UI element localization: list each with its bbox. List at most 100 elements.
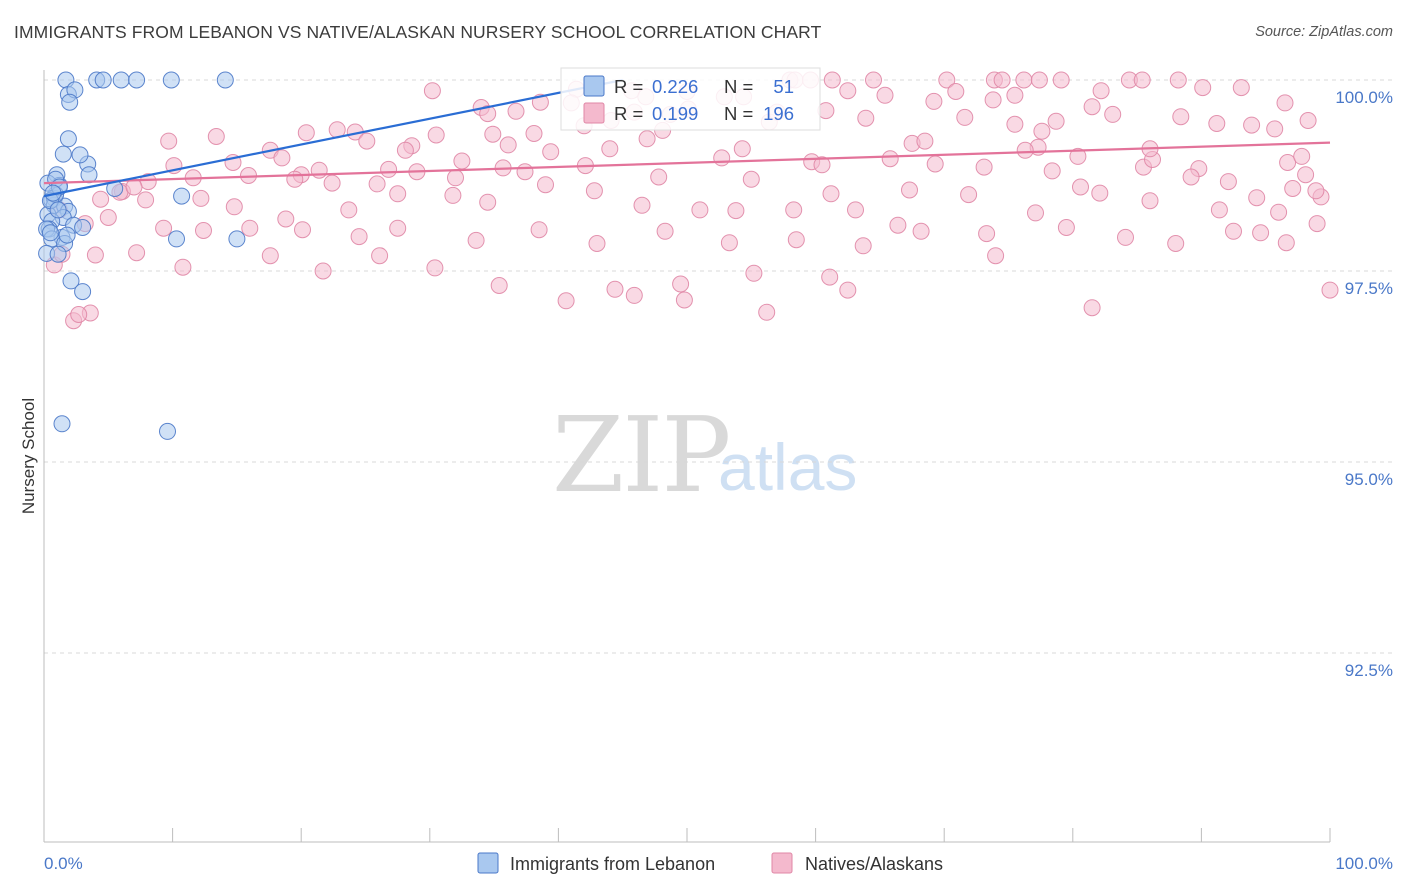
natives-point <box>358 132 376 150</box>
natives-point <box>225 198 243 216</box>
lebanon-point <box>216 71 234 89</box>
natives-point <box>742 170 760 188</box>
x-tick-label-right: 100.0% <box>1335 854 1393 873</box>
natives-point <box>787 231 805 249</box>
natives-point <box>1219 173 1237 191</box>
stats-r-value-lebanon: 0.226 <box>652 76 698 97</box>
natives-point <box>86 246 104 264</box>
natives-point <box>453 152 471 170</box>
natives-point <box>857 109 875 127</box>
lebanon-point <box>168 230 185 248</box>
legend-label-natives[interactable]: Natives/Alaskans <box>805 854 943 874</box>
natives-point <box>1006 115 1024 133</box>
natives-point <box>745 264 763 282</box>
natives-point <box>447 169 464 187</box>
natives-point <box>537 176 554 194</box>
chart-title: IMMIGRANTS FROM LEBANON VS NATIVE/ALASKA… <box>14 22 822 42</box>
natives-point <box>1284 180 1302 197</box>
natives-point <box>912 222 930 240</box>
natives-point <box>155 219 173 237</box>
natives-point <box>947 83 965 100</box>
natives-point <box>1169 71 1187 89</box>
natives-point <box>467 231 485 249</box>
y-tick-label: 95.0% <box>1345 470 1393 489</box>
natives-point <box>1141 192 1159 210</box>
natives-point <box>978 225 996 243</box>
natives-point <box>1052 71 1070 89</box>
natives-point <box>1006 86 1024 104</box>
natives-point <box>542 143 560 161</box>
watermark-zip: ZIP <box>552 394 729 516</box>
natives-point <box>956 108 974 126</box>
natives-point <box>588 235 606 252</box>
natives-point <box>1277 234 1295 252</box>
legend-swatch-lebanon[interactable] <box>477 852 499 874</box>
lebanon-point <box>74 219 92 236</box>
lebanon-point <box>228 230 246 248</box>
gridlines <box>44 79 1392 654</box>
natives-point <box>656 222 674 240</box>
lebanon-point <box>80 166 98 184</box>
natives-point <box>70 306 88 323</box>
natives-point <box>691 201 709 219</box>
lebanon-point <box>49 201 67 219</box>
natives-point <box>499 136 517 154</box>
natives-point <box>261 247 279 265</box>
lebanon-point <box>94 71 112 89</box>
natives-point <box>1208 115 1226 132</box>
natives-point <box>368 175 386 193</box>
natives-point <box>389 185 407 203</box>
natives-point <box>916 132 934 150</box>
natives-point <box>516 163 534 181</box>
natives-point <box>1297 166 1315 184</box>
natives-point <box>601 140 619 158</box>
source-note: Source: ZipAtlas.com <box>1255 24 1393 40</box>
natives-point <box>1016 141 1034 159</box>
natives-point <box>530 221 548 239</box>
stats-n-value-lebanon: 51 <box>773 76 794 97</box>
natives-point <box>1232 79 1250 97</box>
natives-point <box>286 170 304 188</box>
lebanon-point <box>54 145 72 163</box>
lebanon-point <box>62 272 80 290</box>
natives-point <box>839 281 857 299</box>
natives-point <box>1069 147 1087 165</box>
stats-n-label-lebanon: N = <box>724 76 753 97</box>
natives-point <box>294 221 311 239</box>
natives-point <box>672 275 690 293</box>
stats-r-value-natives: 0.199 <box>652 103 698 124</box>
natives-point <box>633 196 651 214</box>
watermark-atlas: atlas <box>718 430 857 504</box>
natives-point <box>427 126 445 144</box>
natives-point <box>99 209 117 226</box>
lebanon-point <box>112 71 130 89</box>
natives-point <box>1182 168 1200 186</box>
lebanon-point <box>59 130 77 148</box>
lebanon-point <box>128 71 146 89</box>
stats-r-label-natives: R = <box>614 103 643 124</box>
natives-point <box>813 156 831 174</box>
legend-label-lebanon[interactable]: Immigrants from Lebanon <box>510 854 715 874</box>
natives-point <box>1321 281 1339 299</box>
natives-point <box>1091 184 1109 202</box>
natives-point <box>758 303 776 321</box>
lebanon-point <box>71 146 89 164</box>
lebanon-point <box>58 226 76 244</box>
lebanon-point <box>41 224 59 242</box>
natives-point <box>606 280 624 298</box>
natives-point <box>160 132 178 150</box>
natives-trend-line <box>43 141 1331 185</box>
natives-point <box>1167 235 1185 252</box>
natives-point <box>713 149 731 167</box>
legend-swatch-natives[interactable] <box>771 852 793 874</box>
natives-point <box>984 91 1002 109</box>
natives-point <box>975 158 993 176</box>
natives-point <box>650 168 668 186</box>
natives-point <box>426 259 444 277</box>
natives-point <box>823 71 841 89</box>
x-tick-label-left: 0.0% <box>44 854 83 873</box>
natives-point <box>1194 79 1212 97</box>
lebanon-point <box>53 415 71 433</box>
natives-point <box>195 222 212 239</box>
natives-point <box>938 71 956 89</box>
